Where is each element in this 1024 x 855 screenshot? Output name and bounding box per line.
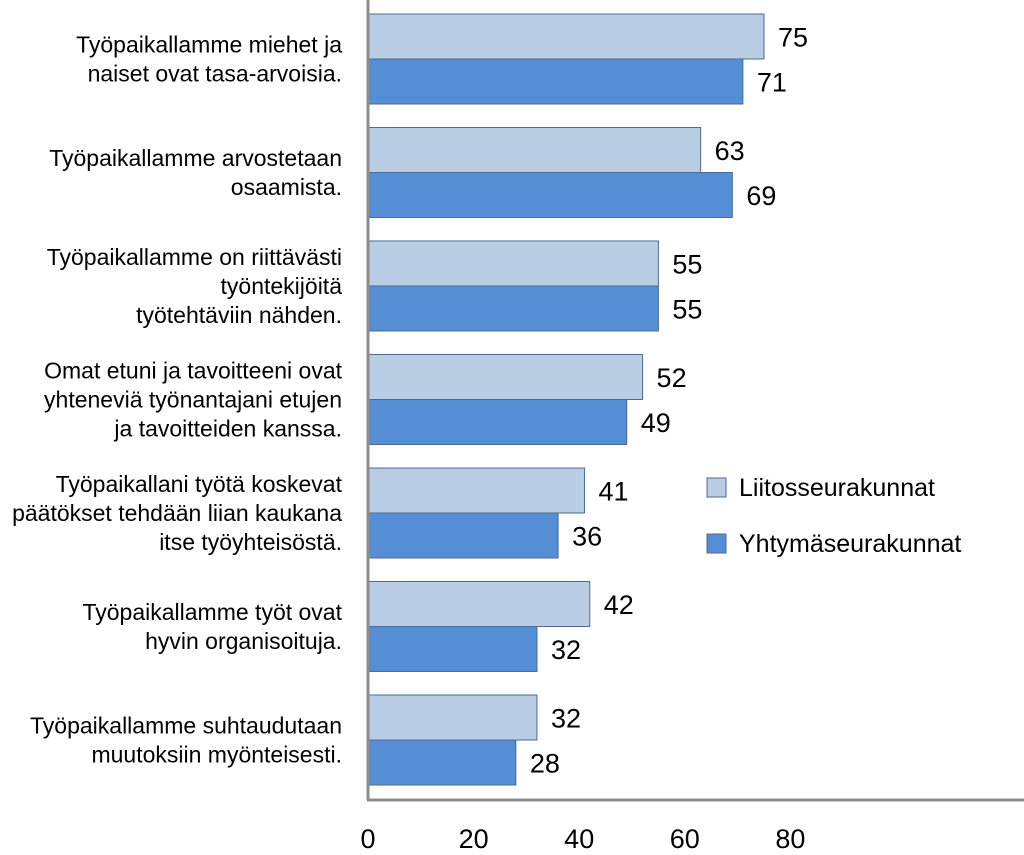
category-label: Työpaikallamme suhtaudutaan [30, 713, 342, 739]
category-label: muutoksiin myönteisesti. [91, 742, 342, 768]
x-tick-label: 40 [564, 824, 594, 850]
bars-layer [367, 13, 765, 786]
legend-label: Yhtymäseurakunnat [739, 530, 961, 558]
category-label: osaamista. [231, 174, 342, 200]
data-label: 49 [641, 408, 671, 438]
data-label: 42 [604, 590, 634, 620]
bar-liitosseurakunnat [367, 694, 538, 741]
bar-yhtymaseurakunnat [367, 58, 744, 105]
category-label: naiset ovat tasa-arvoisia. [88, 61, 342, 87]
x-tick-label: 80 [775, 824, 805, 850]
data-label: 63 [715, 136, 745, 166]
category-label: Työpaikallamme on riittävästi [47, 244, 342, 270]
category-label: työntekijöitä [221, 273, 343, 299]
category-label: työtehtäviin nähden. [136, 302, 342, 328]
category-label: Työpaikallamme työt ovat [82, 599, 342, 625]
category-label: hyvin organisoituja. [145, 628, 342, 654]
bar-liitosseurakunnat [367, 127, 702, 173]
bar-liitosseurakunnat [367, 354, 644, 400]
category-label: Omat etuni ja tavoitteeni ovat [44, 358, 342, 384]
category-label: itse työyhteisöstä. [159, 529, 342, 555]
category-label: Työpaikallamme miehet ja [76, 32, 342, 58]
category-label: Työpaikallamme arvostetaan [49, 145, 342, 171]
data-label: 52 [657, 363, 687, 393]
bar-liitosseurakunnat [367, 467, 585, 514]
data-label: 28 [530, 749, 560, 779]
data-label: 75 [778, 23, 808, 53]
data-label: 36 [572, 522, 602, 552]
data-label: 55 [672, 250, 702, 280]
bar-yhtymaseurakunnat [367, 285, 659, 332]
category-label: Työpaikallani työtä koskevat [56, 471, 343, 497]
bar-yhtymaseurakunnat [367, 172, 733, 218]
bar-liitosseurakunnat [367, 581, 591, 627]
x-tick-label: 20 [459, 824, 489, 850]
category-label: päätökset tehdään liian kaukana [12, 500, 342, 526]
data-label: 71 [757, 68, 787, 98]
bar-liitosseurakunnat [367, 13, 765, 60]
category-label: yhteneviä työnantajani etujen [44, 387, 342, 413]
data-label: 41 [598, 477, 628, 507]
data-label: 55 [672, 295, 702, 325]
data-label: 69 [746, 181, 776, 211]
legend-swatch [706, 477, 727, 498]
bar-yhtymaseurakunnat [367, 512, 559, 559]
bar-yhtymaseurakunnat [367, 399, 628, 445]
data-label: 32 [551, 704, 581, 734]
bar-yhtymaseurakunnat [367, 739, 517, 786]
x-tick-label: 60 [670, 824, 700, 850]
category-label: ja tavoitteiden kanssa. [113, 416, 342, 442]
data-label: 32 [551, 635, 581, 665]
bar-yhtymaseurakunnat [367, 626, 538, 672]
x-tick-label: 0 [360, 824, 375, 850]
labels-layer: 75 71 Työpaikallamme miehet ja naiset ovat … [12, 23, 808, 779]
legend-label: Liitosseurakunnat [739, 474, 935, 502]
bar-liitosseurakunnat [367, 240, 659, 287]
legend-swatch [706, 533, 727, 554]
legend: Liitosseurakunnat Yhtymäseurakunnat [706, 474, 961, 558]
axes-layer: 0 20 40 60 80 [360, 0, 1024, 854]
